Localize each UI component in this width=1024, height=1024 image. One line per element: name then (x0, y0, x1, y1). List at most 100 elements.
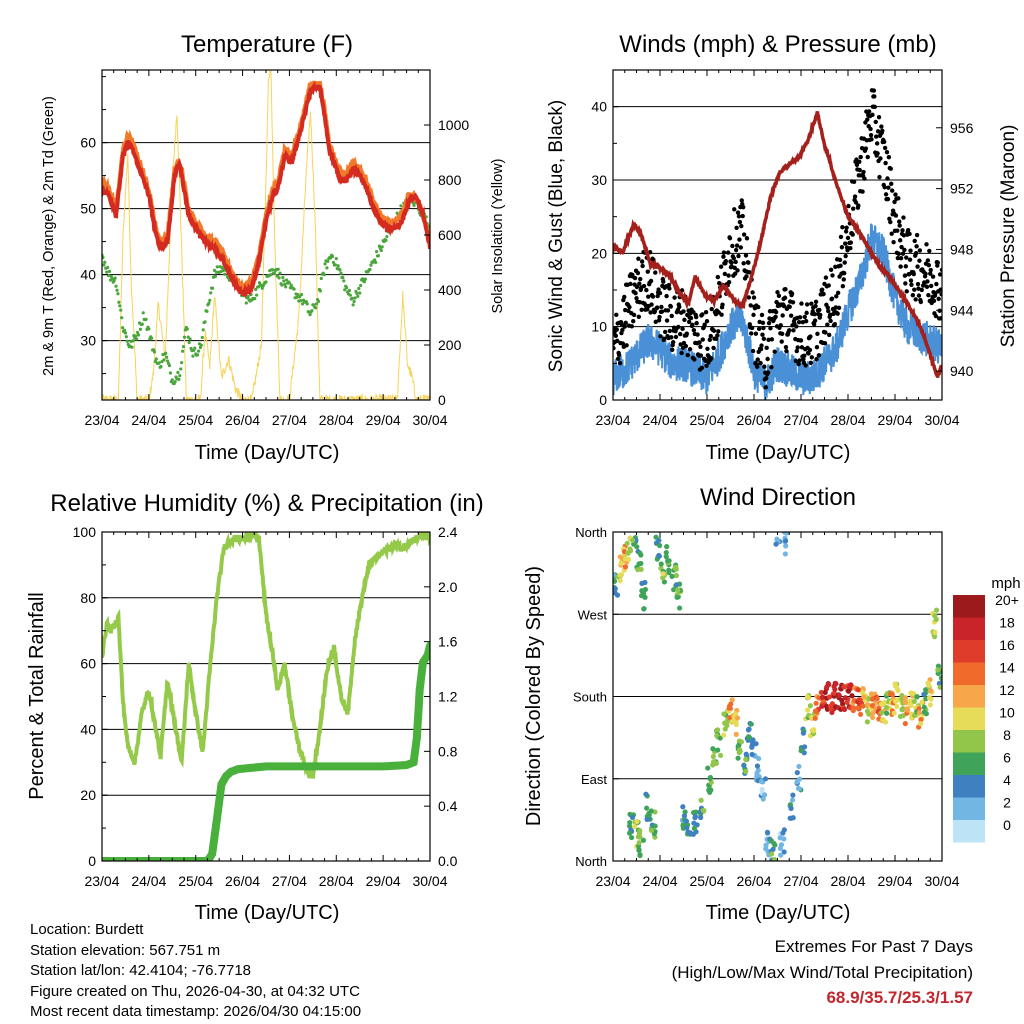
gust-point (726, 279, 732, 285)
gust-point (646, 294, 651, 299)
dewpoint-point (205, 309, 209, 313)
direction-point (916, 706, 922, 712)
x-tick-label: 25/04 (178, 412, 213, 428)
gust-point (666, 282, 672, 288)
gust-point (811, 322, 817, 327)
gust-point (819, 287, 825, 292)
gust-point (776, 293, 782, 299)
gust-point (809, 301, 814, 306)
gust-point (614, 312, 619, 318)
direction-point (713, 760, 719, 766)
gust-point (907, 257, 913, 262)
dewpoint-point (384, 238, 388, 242)
dewpoint-point (122, 328, 127, 332)
gust-point (928, 267, 933, 273)
y-tick-label: South (573, 690, 607, 705)
gust-point (759, 343, 764, 348)
y-tick-label: 30 (591, 172, 607, 188)
direction-point (746, 734, 752, 740)
gust-point (924, 284, 930, 289)
direction-point (748, 721, 754, 727)
gust-point (769, 364, 774, 370)
gust-point (644, 287, 649, 293)
gust-point (797, 315, 803, 320)
dewpoint-point (201, 328, 205, 332)
y2-tick-label: 0.0 (438, 853, 458, 869)
gust-point (880, 128, 885, 134)
humidity-panel: Relative Humidity (%) & Precipitation (i… (26, 490, 484, 924)
gust-point (931, 298, 937, 304)
gust-point (775, 290, 780, 295)
y-tick-label: North (575, 525, 607, 540)
gust-point (690, 322, 695, 327)
gust-point (919, 287, 924, 293)
gust-point (736, 214, 742, 219)
plot-frame (101, 531, 431, 862)
gust-point (782, 295, 788, 300)
direction-point (613, 586, 618, 592)
dewpoint-point (330, 254, 335, 259)
x-tick-label: 26/04 (225, 412, 260, 428)
direction-point (804, 694, 811, 700)
direction-point (861, 694, 867, 700)
gust-point (799, 301, 804, 306)
y-tick-label: 20 (80, 787, 96, 803)
humidity-ylabel: Percent & Total Rainfall (26, 592, 48, 800)
direction-point (869, 696, 876, 702)
direction-point (707, 775, 713, 782)
winds-xlabel: Time (Day/UTC) (706, 442, 851, 464)
gust-point (856, 203, 861, 208)
gust-point (631, 312, 637, 318)
direction-point (801, 744, 808, 750)
direction-point (700, 807, 706, 813)
x-tick-label: 23/04 (595, 873, 630, 889)
direction-point (842, 695, 848, 701)
gust-point (813, 303, 818, 309)
x-tick-label: 30/04 (412, 412, 447, 428)
direction-point (870, 710, 876, 716)
gust-point (715, 274, 721, 280)
gust-point (649, 302, 654, 307)
gust-point (793, 358, 799, 364)
dewpoint-point (385, 234, 389, 239)
legend-swatch (953, 797, 985, 820)
direction-point (631, 824, 638, 830)
dewpoint-point (107, 269, 112, 273)
dewpoint-point (173, 380, 177, 384)
dewpoint-point (195, 353, 200, 357)
dewpoint-point (120, 316, 124, 320)
gust-point (750, 348, 756, 354)
dewpoint-point (355, 291, 359, 296)
direction-point (827, 703, 834, 709)
direction-point (902, 695, 909, 701)
dewpoint-point (348, 293, 352, 297)
legend-swatch (953, 820, 985, 843)
dewpoint-point (114, 284, 118, 288)
dewpoint-point (300, 292, 304, 297)
gust-point (735, 210, 741, 215)
gust-point (746, 295, 752, 300)
gust-point (725, 250, 731, 255)
gust-point (635, 270, 641, 276)
gust-point (664, 318, 670, 323)
dewpoint-point (130, 345, 134, 349)
direction-point (749, 751, 755, 758)
direction-point (935, 667, 941, 673)
direction-point (717, 735, 723, 741)
gust-point (812, 311, 817, 317)
gust-point (780, 331, 785, 336)
gust-point (882, 185, 887, 190)
direction-point (628, 834, 635, 841)
gust-point (817, 307, 822, 313)
gust-point (879, 124, 884, 129)
direction-point (627, 819, 633, 826)
gust-point (876, 114, 882, 120)
gust-point (627, 304, 632, 310)
gust-point (834, 294, 839, 299)
direction-point (639, 580, 645, 586)
gust-point (799, 345, 805, 350)
direction-point (849, 693, 855, 699)
gust-point (688, 315, 694, 321)
y2-tick-label: 400 (438, 282, 462, 298)
direction-point (870, 714, 876, 721)
